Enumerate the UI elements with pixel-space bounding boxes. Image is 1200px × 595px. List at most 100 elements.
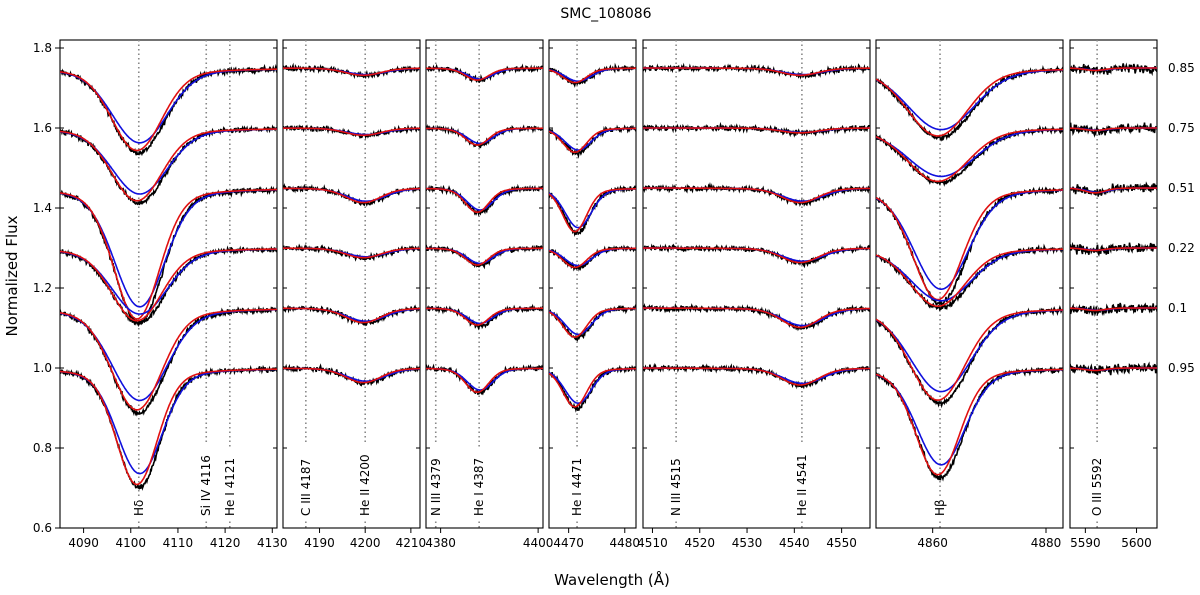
panels-group: Hδ Si IV 4116 He I 4121 4090 4100 4110 4120 413… [33, 39, 1158, 550]
model-red-0 [549, 67, 636, 84]
spectra-group [1070, 62, 1157, 376]
model-red-3 [283, 247, 420, 259]
x-tick-label: 4510 [637, 536, 668, 550]
line-label-4-0: N III 4515 [669, 458, 683, 516]
model-red-4 [643, 307, 870, 329]
x-tick-label: 4520 [684, 536, 715, 550]
y-tick-label: 1.8 [33, 41, 52, 55]
observed-spectrum-0 [643, 62, 870, 80]
observed-spectrum-1 [876, 124, 1063, 187]
phase-label-0: 0.85 [1168, 61, 1195, 75]
model-red-0 [876, 68, 1063, 137]
observed-spectrum-5 [426, 363, 543, 396]
x-tick-label: 4190 [304, 536, 335, 550]
line-label-4-1: He II 4541 [795, 454, 809, 516]
line-label-2-0: N III 4379 [429, 458, 443, 516]
model-red-4 [876, 309, 1063, 401]
y-tick-label: 1.6 [33, 121, 52, 135]
panel-4: N III 4515 He II 4541 4510 4520 4530 4540 4550 [637, 39, 871, 550]
model-red-1 [549, 127, 636, 153]
model-blue-2 [426, 187, 543, 211]
model-red-1 [1070, 127, 1157, 132]
line-label-2-1: He I 4387 [472, 458, 486, 516]
model-red-1 [283, 127, 420, 137]
panel-frame [548, 39, 637, 529]
model-red-5 [549, 367, 636, 408]
line-label-1-0: C III 4187 [299, 459, 313, 516]
model-red-4 [426, 307, 543, 326]
phase-label-4: 0.1 [1168, 301, 1187, 315]
x-tick-label: 4090 [68, 536, 99, 550]
x-tick-label: 5600 [1121, 536, 1152, 550]
y-tick-label: 1.4 [33, 201, 52, 215]
x-tick-label: 4200 [350, 536, 381, 550]
line-label-0-0: Hδ [132, 500, 146, 516]
model-red-2 [549, 187, 636, 233]
x-tick-label: 4210 [396, 536, 427, 550]
y-tick-label: 1.0 [33, 361, 52, 375]
panel-frame [1069, 39, 1158, 529]
model-red-2 [1070, 187, 1157, 194]
panel-frame [425, 39, 544, 529]
model-red-2 [876, 189, 1063, 301]
observed-spectrum-2 [1070, 181, 1157, 197]
observed-spectrum-4 [60, 305, 277, 417]
model-red-5 [426, 367, 543, 393]
observed-spectrum-2 [60, 185, 277, 328]
line-label-3-0: He I 4471 [570, 458, 584, 516]
model-blue-3 [876, 248, 1063, 302]
x-tick-label: 4530 [732, 536, 763, 550]
x-tick-label: 4130 [257, 536, 288, 550]
model-red-1 [60, 128, 277, 202]
spectra-group [549, 62, 636, 413]
observed-spectrum-0 [426, 63, 543, 83]
x-axis-title: Wavelength (Å) [554, 570, 670, 589]
x-tick-label: 4110 [163, 536, 194, 550]
x-tick-label: 4540 [779, 536, 810, 550]
model-red-5 [876, 368, 1063, 476]
chart-title: SMC_108086 [560, 6, 651, 22]
observed-spectrum-4 [426, 303, 543, 331]
model-red-5 [283, 367, 420, 384]
line-label-5-0: Hβ [933, 499, 947, 516]
model-red-5 [60, 368, 277, 486]
observed-spectrum-0 [283, 62, 420, 80]
model-red-1 [876, 128, 1063, 183]
y-axis-title: Normalized Flux [3, 215, 21, 336]
line-label-0-2: He I 4121 [223, 458, 237, 516]
y-tick-label: 0.8 [33, 441, 52, 455]
observed-spectrum-1 [426, 124, 543, 149]
model-red-4 [283, 307, 420, 324]
model-red-0 [283, 67, 420, 77]
phase-labels: 0.85 0.75 0.51 0.22 0.1 0.95 [1168, 61, 1195, 375]
x-tick-label: 4860 [917, 536, 948, 550]
panel-frame [59, 39, 278, 529]
panel-frame [282, 39, 421, 529]
x-tick-label: 4470 [553, 536, 584, 550]
model-red-5 [643, 367, 870, 386]
model-red-4 [1070, 307, 1157, 312]
observed-spectrum-4 [643, 302, 870, 332]
model-red-1 [643, 127, 870, 134]
panel-2: N III 4379 He I 4387 4380 4400 [425, 39, 554, 550]
y-tick-label: 0.6 [33, 521, 52, 535]
x-tick-label: 4480 [610, 536, 641, 550]
observed-spectrum-5 [876, 365, 1063, 482]
line-label-1-1: He II 4200 [358, 454, 372, 516]
spectra-group [643, 62, 870, 390]
panel-0: Hδ Si IV 4116 He I 4121 4090 4100 4110 4120 413… [33, 39, 288, 550]
spectra-group [60, 63, 277, 491]
panel-frame [642, 39, 871, 529]
x-tick-label: 4100 [115, 536, 146, 550]
model-red-4 [60, 308, 277, 411]
phase-label-3: 0.22 [1168, 241, 1195, 255]
spectra-group [876, 65, 1063, 482]
x-tick-label: 5590 [1070, 536, 1101, 550]
spectra-group [426, 63, 543, 396]
panel-1: C III 4187 He II 4200 4190 4200 4210 [282, 39, 427, 550]
observed-spectrum-0 [60, 63, 277, 157]
panel-3: He I 4471 4470 4480 [548, 39, 641, 550]
x-tick-label: 4400 [523, 536, 554, 550]
panel-frame [875, 39, 1064, 529]
